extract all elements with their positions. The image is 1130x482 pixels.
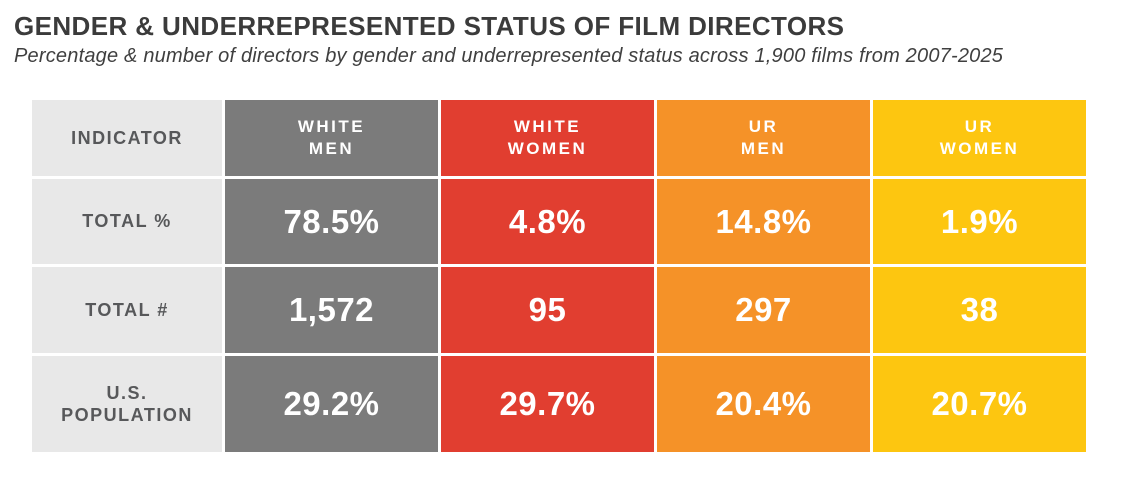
cell-total-percent-ur-women: 1.9% [873,179,1086,264]
page-title: GENDER & UNDERREPRESENTED STATUS OF FILM… [14,11,845,41]
column-header-line2: WOMEN [939,139,1020,158]
column-header-line1: WHITE [513,116,582,136]
cell-us-population-ur-men: 20.4% [657,356,870,452]
column-header-line1: UR [964,116,995,136]
column-header-ur-men: UR MEN [657,100,870,176]
cell-us-population-white-women: 29.7% [441,356,654,452]
directors-data-table: INDICATOR WHITE MEN WHITE WOMEN UR MEN U… [32,100,1086,452]
page-subtitle: Percentage & number of directors by gend… [14,45,1004,67]
cell-total-percent-ur-men: 14.8% [657,179,870,264]
column-header-line1: WHITE [297,116,366,136]
cell-us-population-white-men: 29.2% [225,356,438,452]
column-header-line2: MEN [308,139,355,158]
column-header-line2: WOMEN [507,139,588,158]
cell-total-number-white-men: 1,572 [225,267,438,353]
cell-total-percent-white-women: 4.8% [441,179,654,264]
indicator-column-header: INDICATOR [32,100,222,176]
column-header-ur-women: UR WOMEN [873,100,1086,176]
column-header-white-men: WHITE MEN [225,100,438,176]
cell-total-number-white-women: 95 [441,267,654,353]
row-label-us-population: U.S. POPULATION [32,356,222,452]
cell-total-percent-white-men: 78.5% [225,179,438,264]
row-label-total-percent: TOTAL % [32,179,222,264]
cell-us-population-ur-women: 20.7% [873,356,1086,452]
column-header-white-women: WHITE WOMEN [441,100,654,176]
cell-total-number-ur-women: 38 [873,267,1086,353]
row-label-total-number: TOTAL # [32,267,222,353]
column-header-line2: MEN [740,139,787,158]
column-header-line1: UR [748,116,779,136]
cell-total-number-ur-men: 297 [657,267,870,353]
